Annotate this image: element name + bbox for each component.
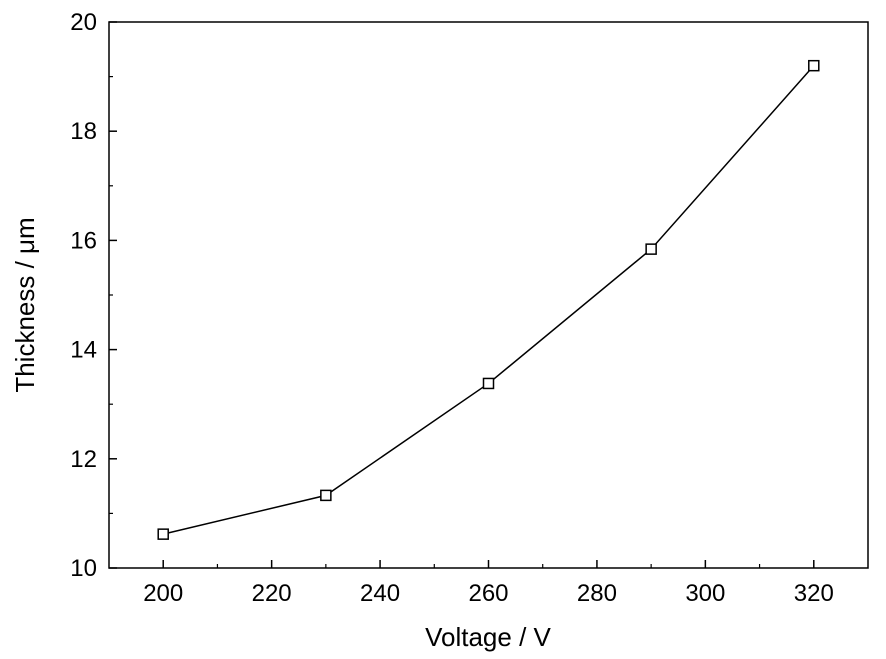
data-point-marker: [320, 489, 332, 502]
y-axis-title: Thickness / μm: [10, 217, 40, 392]
x-tick-label: 200: [143, 580, 183, 607]
x-tick-label: 240: [360, 580, 400, 607]
x-axis-title: Voltage / V: [425, 622, 551, 652]
data-point-marker: [645, 243, 657, 255]
x-axis: 200 220 240 260 280 300 320: [143, 560, 834, 607]
y-tick-label: 16: [70, 227, 97, 254]
y-axis: 10 12 14 16 18 20: [70, 9, 117, 582]
series-line: [163, 65, 815, 535]
y-tick-label: 14: [70, 337, 97, 364]
x-tick-label: 300: [685, 580, 725, 607]
y-tick-label: 20: [70, 9, 97, 36]
y-tick-label: 18: [70, 118, 97, 145]
data-point-marker: [157, 528, 169, 540]
y-tick-label: 12: [70, 446, 97, 473]
series-layer: [157, 59, 820, 540]
x-tick-label: 320: [794, 580, 834, 607]
y-tick-label: 10: [70, 555, 97, 582]
x-tick-label: 280: [577, 580, 617, 607]
data-point-marker: [808, 59, 820, 72]
x-tick-label: 220: [252, 580, 292, 607]
plot-frame: [108, 21, 869, 569]
data-point-marker: [482, 377, 495, 390]
x-tick-label: 260: [468, 580, 508, 607]
